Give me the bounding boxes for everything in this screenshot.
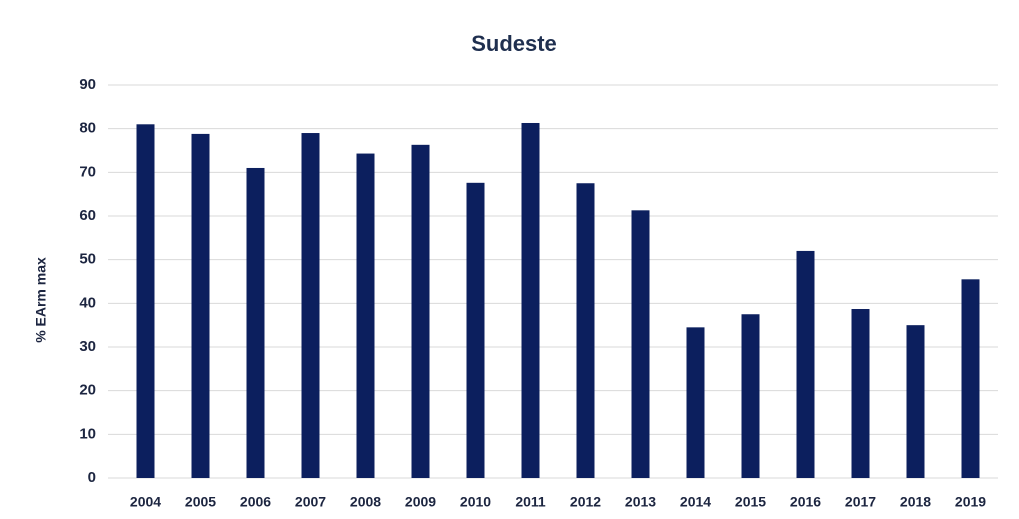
- x-tick-label: 2015: [735, 494, 766, 510]
- y-tick-label: 50: [79, 251, 96, 268]
- bar: [466, 182, 485, 478]
- x-tick-label: 2004: [130, 494, 161, 510]
- bar: [851, 309, 870, 478]
- chart-title: Sudeste: [471, 31, 557, 56]
- x-tick-label: 2012: [570, 494, 601, 510]
- y-tick-label: 20: [79, 382, 96, 399]
- bar: [796, 250, 815, 478]
- bar: [301, 133, 320, 479]
- bar: [191, 133, 210, 478]
- bar: [906, 325, 925, 478]
- bar: [411, 144, 430, 478]
- y-tick-label: 40: [79, 294, 96, 311]
- y-tick-label: 30: [79, 338, 96, 355]
- x-tick-label: 2005: [185, 494, 216, 510]
- bar: [576, 183, 595, 478]
- y-tick-label: 0: [88, 469, 96, 486]
- x-tick-label: 2008: [350, 494, 381, 510]
- x-tick-label: 2006: [240, 494, 271, 510]
- bar: [686, 327, 705, 478]
- x-tick-label: 2016: [790, 494, 821, 510]
- x-tick-label: 2019: [955, 494, 986, 510]
- bar: [961, 279, 980, 478]
- x-tick-label: 2010: [460, 494, 491, 510]
- y-tick-label: 60: [79, 207, 96, 224]
- x-tick-label: 2009: [405, 494, 436, 510]
- bar: [521, 122, 540, 479]
- x-tick-label: 2013: [625, 494, 656, 510]
- y-tick-label: 10: [79, 425, 96, 442]
- x-tick-label: 2011: [515, 494, 546, 510]
- y-tick-label: 70: [79, 163, 96, 180]
- bar: [356, 153, 375, 478]
- x-tick-label: 2007: [295, 494, 326, 510]
- y-tick-label: 90: [79, 76, 96, 93]
- bar: [741, 314, 760, 478]
- y-tick-label: 80: [79, 120, 96, 137]
- x-tick-label: 2017: [845, 494, 876, 510]
- bar: [246, 167, 265, 478]
- x-tick-label: 2018: [900, 494, 931, 510]
- x-tick-label: 2014: [680, 494, 711, 510]
- bar: [631, 210, 650, 478]
- bar: [136, 124, 155, 479]
- y-axis-label: % EArm max: [33, 257, 49, 343]
